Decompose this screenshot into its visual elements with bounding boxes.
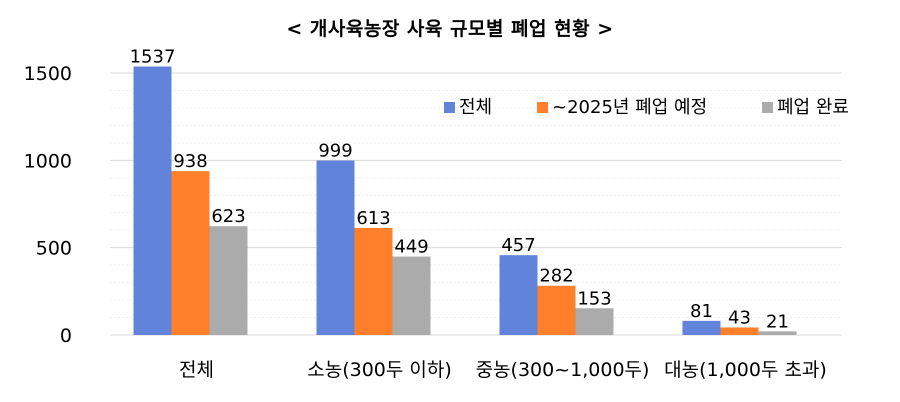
- bar: [354, 227, 393, 335]
- x-tick-label: 전체: [179, 359, 214, 381]
- y-tick-label: 0: [60, 325, 72, 347]
- data-label: 457: [501, 235, 535, 256]
- bar: [682, 320, 721, 335]
- legend-swatch: [537, 102, 548, 113]
- bar: [758, 331, 797, 335]
- bar: [171, 171, 210, 335]
- data-label: 1537: [130, 47, 176, 68]
- bar: [537, 285, 576, 335]
- legend-swatch: [444, 102, 455, 113]
- data-label: 21: [766, 311, 789, 332]
- data-label: 43: [728, 307, 751, 328]
- data-label: 153: [577, 288, 611, 309]
- data-label: 282: [539, 266, 573, 287]
- x-tick-label: 중농(300~1,000두): [476, 359, 650, 381]
- bar: [392, 256, 431, 335]
- x-tick-label: 소농(300두 이하): [307, 359, 452, 381]
- data-label: 449: [394, 237, 428, 258]
- y-tick-label: 1000: [24, 150, 72, 172]
- bar: [499, 255, 538, 335]
- legend-label: 전체: [459, 97, 492, 118]
- legend-label: ~2025년 폐업 예정: [552, 97, 707, 118]
- x-axis-ticks: 전체 소농(300두 이하) 중농(300~1,000두) 대농(1,000두 초과): [179, 359, 827, 381]
- grid-lines: [110, 72, 842, 336]
- data-label: 999: [318, 141, 352, 162]
- y-axis-ticks: 0 500 1000 1500: [24, 63, 72, 347]
- y-tick-label: 500: [36, 238, 72, 260]
- legend-label: 폐업 완료: [777, 97, 849, 118]
- data-label: 81: [690, 301, 713, 322]
- legend-swatch: [762, 102, 773, 113]
- data-label: 938: [173, 151, 207, 172]
- x-tick-label: 대농(1,000두 초과): [664, 359, 827, 381]
- bar: [133, 66, 172, 336]
- bar: [720, 327, 759, 335]
- chart-title: < 개사육농장 사육 규모별 폐업 현황 >: [286, 18, 614, 40]
- data-label: 623: [211, 206, 245, 227]
- bar: [575, 308, 614, 335]
- bar: [209, 226, 248, 335]
- y-tick-label: 1500: [24, 63, 72, 85]
- bar: [316, 160, 355, 335]
- bars: [133, 66, 797, 336]
- legend: 전체 ~2025년 폐업 예정 폐업 완료: [444, 97, 849, 118]
- data-label: 613: [356, 208, 390, 229]
